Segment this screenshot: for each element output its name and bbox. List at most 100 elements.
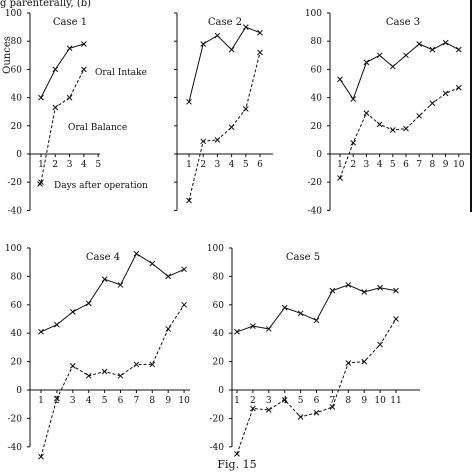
series-line-dashed — [188, 52, 261, 201]
figure-caption: Fig. 15 — [217, 458, 257, 471]
data-point-stroke — [66, 94, 73, 101]
series-line-solid — [40, 252, 185, 333]
data-point-stroke — [393, 316, 399, 322]
data-point-stroke — [389, 63, 396, 70]
x-tick-label: 7 — [330, 396, 336, 406]
data-point-stroke — [337, 76, 343, 83]
data-point-stroke — [69, 363, 76, 369]
x-tick-label: 5 — [390, 160, 396, 170]
x-tick-label: 3 — [266, 396, 272, 406]
data-point-stroke — [81, 41, 87, 47]
x-tick-label: 8 — [430, 160, 436, 170]
series-line-solid — [339, 42, 460, 101]
y-tick-label: -40 — [8, 206, 23, 216]
y-tick-label: -40 — [8, 443, 23, 453]
y-tick-label: 0 — [16, 150, 22, 160]
x-tick-label: 2 — [250, 396, 256, 406]
x-tick-label: 1 — [186, 160, 192, 170]
x-tick-label: 3 — [70, 396, 76, 406]
data-point-stroke — [234, 328, 240, 335]
y-tick-label: 60 — [11, 301, 23, 311]
y-tick-label: 0 — [16, 386, 22, 396]
x-tick-label: 2 — [350, 160, 356, 170]
y-tick-label: 20 — [11, 122, 23, 132]
data-point-stroke — [242, 24, 249, 30]
x-tick-label: 1 — [337, 160, 343, 170]
x-tick-label: 4 — [377, 160, 383, 170]
x-tick-label: 5 — [95, 160, 101, 170]
x-tick-label: 3 — [67, 160, 73, 170]
chart-title: Case 1 — [53, 17, 87, 28]
x-tick-label: 5 — [243, 160, 249, 170]
data-point-stroke — [376, 121, 383, 128]
x-tick-label: 6 — [257, 160, 263, 170]
data-point-stroke — [455, 46, 462, 53]
data-point-stroke — [403, 52, 409, 59]
data-point-stroke — [66, 45, 73, 52]
x-tick-label: 1 — [38, 160, 44, 170]
y-tick-label: 80 — [11, 272, 23, 282]
x-tick-label: 5 — [102, 396, 108, 406]
data-point-stroke — [181, 266, 187, 273]
series-line-solid — [188, 26, 261, 102]
data-point-stroke — [455, 84, 462, 91]
data-point-stroke — [345, 360, 352, 366]
data-point-stroke — [101, 276, 108, 283]
y-tick-label: 60 — [213, 301, 225, 311]
data-point-stroke — [228, 124, 235, 131]
data-point-stroke — [337, 175, 343, 181]
data-point-stroke — [133, 361, 140, 368]
data-point-stroke — [38, 328, 44, 335]
data-point-stroke — [38, 94, 44, 101]
data-point-stroke — [297, 310, 304, 317]
x-tick-label: 3 — [215, 160, 221, 170]
y-tick-label: 100 — [5, 9, 22, 19]
data-point-stroke — [81, 66, 87, 73]
data-point-stroke — [350, 96, 357, 102]
y-tick-label: 100 — [207, 244, 224, 254]
data-point-stroke — [186, 197, 192, 204]
data-point-stroke — [228, 46, 235, 53]
y-tick-label: 40 — [11, 329, 23, 339]
y-tick-label: 80 — [11, 37, 23, 47]
annotation-oral-balance: Oral Balance — [68, 123, 127, 133]
data-point-stroke — [149, 361, 156, 368]
data-point-stroke — [242, 106, 249, 112]
series-line-solid — [236, 284, 397, 333]
data-point-stroke — [234, 451, 240, 457]
data-point-stroke — [297, 414, 304, 420]
data-point-stroke — [429, 100, 436, 107]
x-tick-label: 7 — [134, 396, 140, 406]
data-point-stroke — [361, 358, 368, 365]
y-tick-label: 80 — [311, 37, 323, 47]
annotation-days-after-operation: Days after operation — [54, 181, 148, 191]
data-point-stroke — [329, 404, 336, 410]
y-tick-label: -20 — [8, 178, 23, 188]
data-point-stroke — [117, 282, 124, 288]
data-point-stroke — [200, 138, 207, 145]
data-point-stroke — [149, 260, 156, 267]
data-point-stroke — [265, 326, 272, 332]
data-point-stroke — [52, 104, 59, 111]
header-fragment: g parenterally, (b) — [0, 0, 92, 9]
data-point-stroke — [101, 368, 108, 375]
x-tick-label: 1 — [234, 396, 240, 406]
y-tick-label: 80 — [213, 272, 225, 282]
data-point-stroke — [429, 46, 436, 53]
y-tick-label: 40 — [213, 329, 225, 339]
data-point-stroke — [186, 98, 192, 105]
data-point-stroke — [345, 282, 352, 288]
data-point-stroke — [313, 409, 320, 416]
y-axis-title: Ounces — [2, 36, 13, 74]
x-tick-label: 9 — [165, 396, 171, 406]
x-tick-label: 4 — [282, 396, 288, 406]
data-point-stroke — [165, 326, 172, 332]
data-point-stroke — [214, 32, 221, 39]
data-point-stroke — [181, 301, 187, 308]
x-tick-label: 7 — [416, 160, 422, 170]
data-point-stroke — [54, 395, 60, 402]
data-point-stroke — [257, 49, 263, 56]
data-point-stroke — [37, 181, 43, 187]
y-tick-label: 40 — [311, 94, 323, 104]
